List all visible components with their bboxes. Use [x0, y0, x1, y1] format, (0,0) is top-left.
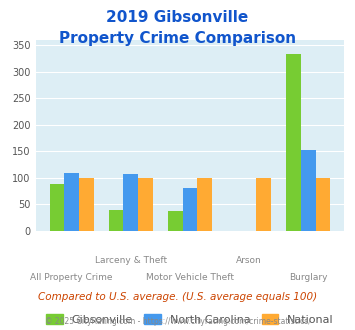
- Bar: [301, 150, 316, 231]
- Text: Larceny & Theft: Larceny & Theft: [95, 256, 167, 265]
- Text: Property Crime Comparison: Property Crime Comparison: [59, 31, 296, 46]
- Bar: [109, 210, 124, 231]
- Text: 2019 Gibsonville: 2019 Gibsonville: [106, 10, 248, 25]
- Bar: [79, 178, 94, 231]
- Bar: [197, 178, 212, 231]
- Bar: [124, 174, 138, 231]
- Text: Compared to U.S. average. (U.S. average equals 100): Compared to U.S. average. (U.S. average …: [38, 292, 317, 302]
- Bar: [138, 178, 153, 231]
- Text: Motor Vehicle Theft: Motor Vehicle Theft: [146, 273, 234, 282]
- Text: Burglary: Burglary: [289, 273, 327, 282]
- Bar: [316, 178, 330, 231]
- Bar: [64, 173, 79, 231]
- Text: © 2025 CityRating.com - https://www.cityrating.com/crime-statistics/: © 2025 CityRating.com - https://www.city…: [45, 317, 310, 326]
- Bar: [182, 188, 197, 231]
- Legend: Gibsonville, North Carolina, National: Gibsonville, North Carolina, National: [42, 309, 338, 329]
- Bar: [50, 184, 64, 231]
- Text: Arson: Arson: [236, 256, 262, 265]
- Bar: [168, 211, 182, 231]
- Bar: [256, 178, 271, 231]
- Text: All Property Crime: All Property Crime: [31, 273, 113, 282]
- Bar: [286, 54, 301, 231]
